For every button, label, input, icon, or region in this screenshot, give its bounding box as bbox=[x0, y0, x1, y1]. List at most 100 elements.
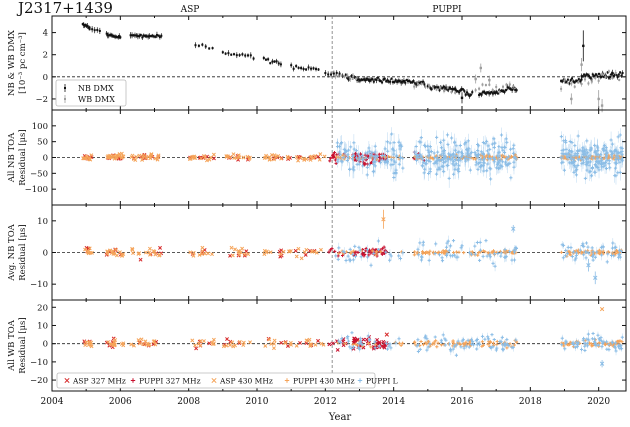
residual-point bbox=[595, 250, 599, 254]
residual-point bbox=[442, 138, 446, 142]
dmx-point bbox=[105, 32, 108, 35]
dmx-point bbox=[372, 80, 375, 83]
residual-point bbox=[330, 341, 335, 346]
residual-point bbox=[362, 163, 367, 167]
residual-point bbox=[574, 173, 579, 177]
residual-point bbox=[453, 148, 457, 152]
dmx-point bbox=[132, 34, 135, 37]
residual-point bbox=[349, 346, 354, 350]
dmx-point bbox=[415, 83, 418, 86]
dmx-point bbox=[224, 52, 227, 55]
residual-point bbox=[584, 151, 588, 155]
residual-point bbox=[120, 253, 124, 258]
residual-point bbox=[105, 252, 110, 256]
dmx-point bbox=[401, 80, 404, 83]
residual-point bbox=[597, 248, 601, 252]
residual-point bbox=[466, 338, 470, 342]
x-tick-label: 2010 bbox=[246, 397, 269, 407]
residual-point bbox=[491, 261, 495, 265]
dmx-point bbox=[616, 76, 619, 79]
residual-point bbox=[453, 167, 457, 171]
residual-point bbox=[279, 340, 284, 345]
residual-point bbox=[341, 249, 345, 254]
residual-point bbox=[352, 249, 356, 253]
dmx-point bbox=[485, 92, 488, 95]
dmx-point bbox=[343, 75, 346, 78]
residual-point bbox=[358, 248, 362, 252]
residual-point bbox=[236, 249, 241, 253]
residual-point bbox=[514, 340, 519, 344]
residual-point bbox=[269, 342, 274, 346]
residual-point bbox=[346, 254, 350, 258]
residual-point bbox=[569, 160, 574, 165]
residual-point bbox=[233, 247, 238, 252]
residual-point bbox=[262, 156, 267, 161]
dmx-point bbox=[572, 80, 575, 83]
residual-point bbox=[470, 150, 474, 154]
residual-point bbox=[419, 258, 424, 262]
residual-point bbox=[469, 252, 474, 256]
residual-point bbox=[616, 135, 620, 139]
residual-point bbox=[495, 346, 499, 350]
residual-point bbox=[356, 152, 360, 156]
dmx-point bbox=[495, 90, 498, 93]
residual-point bbox=[131, 157, 136, 162]
residual-point bbox=[380, 252, 384, 257]
residual-point bbox=[512, 248, 516, 252]
residual-point bbox=[618, 133, 622, 137]
residual-point bbox=[114, 247, 118, 252]
residual-point bbox=[492, 145, 496, 150]
residual-point bbox=[286, 156, 291, 160]
residual-point bbox=[344, 149, 348, 153]
residual-point bbox=[354, 148, 358, 153]
series-puppi-l bbox=[335, 127, 625, 188]
residual-point bbox=[318, 152, 323, 157]
residual-point bbox=[570, 254, 574, 259]
residual-point bbox=[505, 163, 509, 168]
dmx-point bbox=[151, 34, 154, 37]
residual-point bbox=[372, 162, 376, 166]
residual-point bbox=[348, 258, 353, 262]
residual-point bbox=[299, 256, 304, 261]
residual-point bbox=[461, 338, 465, 342]
dmx-point bbox=[157, 34, 160, 37]
residual-point bbox=[115, 155, 119, 160]
dmx-point bbox=[119, 36, 122, 39]
residual-point bbox=[454, 162, 458, 166]
residual-point bbox=[153, 252, 158, 257]
residual-point bbox=[443, 154, 447, 159]
legend-symbol bbox=[357, 378, 363, 383]
residual-point bbox=[129, 342, 134, 347]
residual-point bbox=[607, 162, 611, 166]
dmx-point bbox=[448, 86, 451, 89]
residual-point bbox=[564, 147, 568, 151]
residual-point bbox=[614, 251, 618, 256]
x-tick-label: 2006 bbox=[109, 397, 132, 407]
dmx-point bbox=[431, 86, 434, 89]
dmx-point bbox=[386, 79, 389, 82]
residual-point bbox=[415, 155, 419, 159]
residual-point bbox=[108, 155, 113, 160]
dmx-point bbox=[429, 87, 432, 90]
dmx-point bbox=[601, 73, 604, 76]
x-tick-label: 2018 bbox=[519, 397, 542, 407]
residual-point bbox=[464, 159, 468, 163]
residual-point bbox=[366, 341, 371, 346]
residual-point bbox=[479, 150, 483, 154]
dmx-point bbox=[456, 90, 459, 93]
residual-point bbox=[369, 263, 373, 267]
dmx-point bbox=[271, 60, 274, 63]
residual-point bbox=[577, 341, 581, 346]
residual-point bbox=[352, 141, 356, 145]
residual-point bbox=[193, 343, 197, 348]
dmx-point bbox=[484, 84, 487, 87]
residual-point bbox=[418, 241, 422, 245]
dmx-point bbox=[387, 80, 390, 83]
residual-point bbox=[360, 158, 364, 162]
residual-point bbox=[475, 240, 479, 245]
residual-point bbox=[332, 151, 337, 155]
dmx-point bbox=[86, 24, 89, 27]
dmx-point bbox=[599, 75, 602, 78]
residual-point bbox=[488, 147, 492, 152]
residual-point bbox=[614, 248, 619, 253]
